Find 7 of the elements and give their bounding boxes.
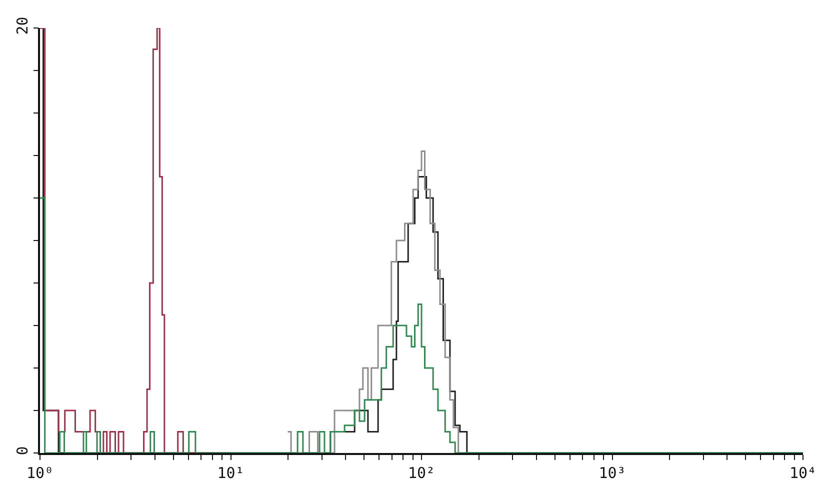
x-tick-label: 10⁴: [789, 464, 817, 482]
x-tick-label: 10³: [598, 464, 626, 482]
y-tick-label: 20: [13, 16, 32, 35]
y-tick-label: 0: [13, 446, 32, 456]
x-tick-label: 10¹: [217, 464, 244, 482]
x-tick-label: 10⁰: [26, 464, 54, 482]
x-tick-label: 10²: [408, 464, 436, 482]
